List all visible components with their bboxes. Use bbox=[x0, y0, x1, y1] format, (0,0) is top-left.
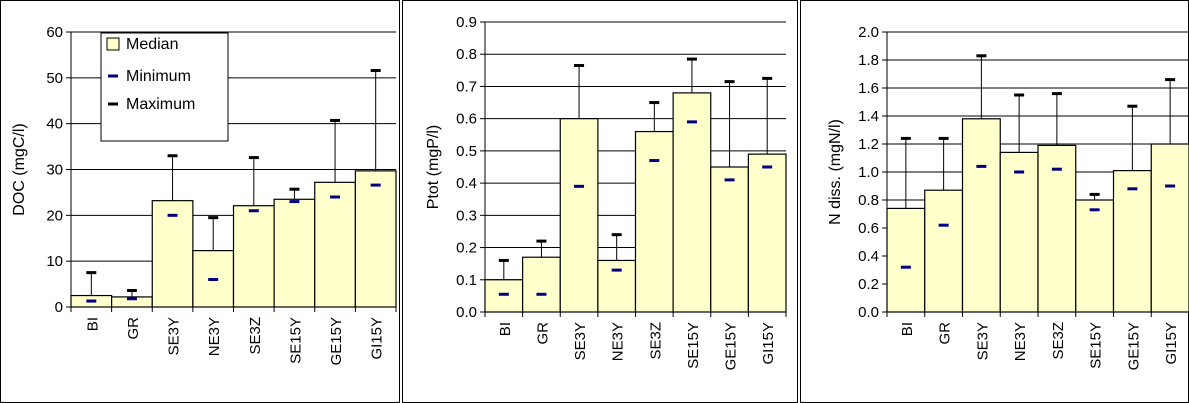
y-tick-label: 30 bbox=[46, 162, 63, 179]
bar-median-se3z bbox=[1037, 144, 1077, 313]
legend-swatch-median bbox=[106, 37, 120, 51]
x-tick-label: BI bbox=[899, 322, 916, 336]
y-tick-label: 0.5 bbox=[456, 143, 477, 160]
y-tick-label: 1.2 bbox=[858, 136, 879, 153]
y-tick-label: 10 bbox=[46, 253, 63, 270]
y-tick-label: 1.4 bbox=[858, 108, 879, 125]
y-tick-label: 0.9 bbox=[456, 14, 477, 31]
x-tick-label: GI15Y bbox=[760, 322, 777, 365]
y-tick-label: 20 bbox=[46, 207, 63, 224]
x-tick-label: GE15Y bbox=[1125, 322, 1142, 370]
x-tick-label: GE15Y bbox=[328, 317, 345, 365]
bar-median-ge15y bbox=[314, 181, 356, 308]
y-tick-label: 0.2 bbox=[858, 276, 879, 293]
chart-panel-doc: 0 10 20 30 40 50 60 DOC (mgC/l) BI GR SE3Y NE3Y SE3Z… bbox=[0, 0, 400, 403]
x-tick-label: SE15Y bbox=[287, 317, 304, 364]
bar-median-se15y bbox=[1075, 199, 1115, 313]
y-tick-label: 0.3 bbox=[456, 207, 477, 224]
x-tick-label: NE3Y bbox=[610, 322, 627, 361]
x-tick-label: GR bbox=[125, 317, 142, 340]
y-axis-label: DOC (mgC/l) bbox=[11, 123, 28, 215]
bar-median-se3y bbox=[961, 118, 1001, 313]
y-tick-label: 1.6 bbox=[858, 80, 879, 97]
bar-median-se15y bbox=[273, 198, 316, 308]
y-tick-label: 0.1 bbox=[456, 272, 477, 289]
ptot-chart: 0.0 0.1 0.2 0.3 0.4 0.5 0.6 0.7 0.8 0.9 Ptot (mgP/… bbox=[402, 0, 798, 403]
y-tick-label: 2.0 bbox=[858, 24, 879, 41]
x-tick-label: GE15Y bbox=[723, 322, 740, 370]
bar-median-ge15y bbox=[1112, 170, 1152, 313]
bar-median-gi15y bbox=[747, 153, 787, 313]
x-tick-label: BI bbox=[84, 317, 101, 331]
x-tick-label: NE3Y bbox=[206, 317, 223, 356]
bar-median-ne3y bbox=[597, 259, 637, 313]
legend-box bbox=[100, 32, 229, 142]
y-axis-label: N diss. (mgN/l) bbox=[827, 119, 844, 225]
y-tick-label: 0.0 bbox=[858, 304, 879, 321]
x-tick-label: SE3Z bbox=[647, 322, 664, 360]
y-tick-label: 0.6 bbox=[456, 111, 477, 128]
y-tick-label: 0.4 bbox=[456, 175, 477, 192]
y-tick-label: 40 bbox=[46, 116, 63, 133]
x-tick-label: NE3Y bbox=[1012, 322, 1029, 361]
bar-median-ne3y bbox=[999, 151, 1039, 313]
x-tick-label: BI bbox=[497, 322, 514, 336]
x-tick-label: SE15Y bbox=[1088, 322, 1105, 369]
bar-median-gi15y bbox=[354, 170, 397, 308]
x-tick-label: GI15Y bbox=[1163, 322, 1180, 365]
bar-median-gr bbox=[924, 189, 964, 313]
y-tick-label: 1.0 bbox=[858, 164, 879, 181]
x-tick-label: SE3Z bbox=[247, 317, 264, 355]
x-tick-label: SE3Y bbox=[166, 317, 183, 355]
y-tick-label: 0.0 bbox=[456, 304, 477, 321]
legend-label-median: Median bbox=[126, 36, 178, 53]
y-axis-label: Ptot (mgP/l) bbox=[425, 125, 442, 209]
bar-median-se15y bbox=[672, 92, 712, 313]
ndiss-chart: 0.0 0.2 0.4 0.6 0.8 1.0 1.2 1.4 1.6 1.8 2.0 N diss.… bbox=[800, 0, 1189, 403]
y-tick-label: 0.7 bbox=[456, 78, 477, 95]
y-tick-label: 0.8 bbox=[858, 192, 879, 209]
y-tick-label: 0.6 bbox=[858, 220, 879, 237]
bar-median-gr bbox=[522, 256, 561, 313]
bar-median-bi bbox=[484, 279, 524, 313]
y-tick-label: 1.8 bbox=[858, 52, 879, 69]
y-tick-label: 0.8 bbox=[456, 46, 477, 63]
bar-median-se3y bbox=[151, 200, 194, 308]
x-tick-label: SE15Y bbox=[685, 322, 702, 369]
bar-median-se3z bbox=[232, 205, 275, 308]
y-tick-label: 0.2 bbox=[456, 240, 477, 257]
x-tick-label: SE3Z bbox=[1050, 322, 1067, 360]
bar-median-gi15y bbox=[1150, 143, 1189, 313]
y-tick-label: 50 bbox=[46, 70, 63, 87]
bar-median-se3y bbox=[559, 118, 599, 313]
y-tick-label: 60 bbox=[46, 24, 63, 41]
y-tick-label: 0 bbox=[55, 299, 63, 316]
chart-panel-ptot: 0.0 0.1 0.2 0.3 0.4 0.5 0.6 0.7 0.8 0.9 Ptot (mgP/… bbox=[402, 0, 798, 403]
x-tick-label: GR bbox=[937, 322, 954, 345]
bar-median-bi bbox=[886, 207, 926, 313]
chart-legend: Median Minimum Maximum bbox=[100, 32, 229, 142]
bar-median-se3z bbox=[634, 130, 674, 313]
chart-panel-ndiss: 0.0 0.2 0.4 0.6 0.8 1.0 1.2 1.4 1.6 1.8 2.0 N diss.… bbox=[800, 0, 1189, 403]
x-tick-label: GI15Y bbox=[369, 317, 386, 360]
x-tick-label: SE3Y bbox=[974, 322, 991, 360]
x-tick-label: GR bbox=[534, 322, 551, 345]
legend-label-maximum: Maximum bbox=[126, 96, 195, 113]
legend-label-minimum: Minimum bbox=[126, 68, 191, 85]
doc-chart: 0 10 20 30 40 50 60 DOC (mgC/l) BI GR SE3Y NE3Y SE3Z… bbox=[0, 0, 400, 403]
x-tick-label: SE3Y bbox=[572, 322, 589, 360]
y-tick-label: 0.4 bbox=[858, 248, 879, 265]
bar-median-ge15y bbox=[710, 166, 749, 313]
